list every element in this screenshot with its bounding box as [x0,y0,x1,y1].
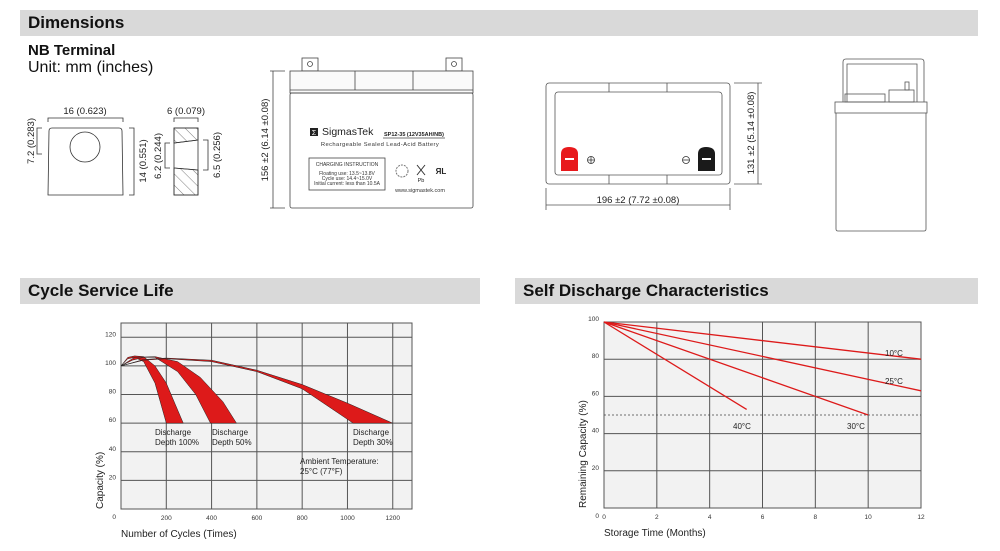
terminal-mark [702,158,711,160]
series-label: 40°C [733,422,751,431]
sigma-glyph: Σ [312,130,317,137]
y-axis-label: Remaining Capacity (%) [578,400,589,508]
series-label: Depth 30% [353,438,393,447]
battery-top-view [545,82,762,210]
y-tick-label: 60 [592,390,600,397]
plus-symbol-icon [587,156,595,164]
brand-logo-icon [310,128,318,136]
terminal-width-label: 16 (0.623) [63,106,106,117]
terminal-height-label: 14 (0.551) [138,139,149,182]
discharge-line [603,321,922,360]
annotation-text: Ambient Temperature: [300,457,379,466]
y-tick-label: 20 [592,465,600,472]
terminal-mark [565,158,574,160]
x-tick-label: 400 [206,515,217,522]
series-label: Discharge [212,428,249,437]
series-label: 10°C [885,349,903,358]
series-label: Depth 50% [212,438,252,447]
y-tick-label: 100 [105,360,116,367]
recycle-icon [395,164,409,178]
y-tick-label: 20 [109,474,117,481]
discharge-band [120,356,237,424]
cycle-service-life-chart: 200 400 600 800 1000 1200 0 20 40 60 80 100 120 Numbe… [95,322,413,540]
battery-side-view [834,58,928,232]
x-tick-label: 600 [251,515,262,522]
x-tick-label: 1200 [386,515,401,522]
minus-symbol-icon [682,156,690,164]
self-discharge-chart: 0 2 4 6 8 10 12 0 20 40 60 80 100 Storage Time (Month… [578,316,925,539]
charging-title: CHARGING INSTRUCTION [316,162,379,168]
dimension-drawings: 16 (0.623) 7.2 (0.283) 14 (0.551) 6 (0.0… [26,57,928,232]
y-tick-label: 100 [588,316,599,323]
series-label: Discharge [353,428,390,437]
section-header-cycle-life: Cycle Service Life [20,278,480,304]
discharge-band [120,357,393,424]
x-tick-label: 4 [708,514,712,521]
bin-icon [416,164,426,176]
y-tick-label: 80 [592,353,600,360]
battery-description: Rechargeable Sealed Lead-Acid Battery [321,142,439,148]
y-tick-label: 60 [109,417,117,424]
series-label: 25°C [885,377,903,386]
discharge-line [603,321,869,416]
charging-floating: Floating use: 13.5~13.8V [319,171,375,177]
terminal-thickness-label: 6 (0.079) [167,106,205,117]
website: www.sigmastek.com [394,188,445,194]
y-tick-label: 40 [109,446,117,453]
section-header-dimensions: Dimensions [20,10,978,36]
battery-width-label: 196 ±2 (7.72 ±0.08) [597,195,680,206]
x-tick-label: 800 [297,515,308,522]
x-tick-label: 0 [602,514,606,521]
y-tick-label: 40 [592,428,600,435]
section-title: Cycle Service Life [28,281,174,300]
x-tick-label: 6 [761,514,765,521]
section-title: Dimensions [28,13,125,32]
y-tick-label: 0 [112,514,116,521]
terminal-side-view [164,117,209,196]
x-tick-label: 1000 [340,515,355,522]
y-tick-label: 80 [109,389,117,396]
charging-current: Initial current: less than 10.5A [314,181,381,187]
ul-icon: ЯL [436,167,447,176]
section-title: Self Discharge Characteristics [523,281,769,300]
terminal-hole-offset-label: 7.2 (0.283) [26,118,37,164]
charging-cycle: Cycle use: 14.4~15.0V [322,176,373,182]
pb-label: Pb [418,178,425,184]
x-axis-label: Number of Cycles (Times) [121,529,237,540]
battery-height-label: 156 ±2 (6.14 ±0.08) [260,99,271,182]
terminal-title: NB Terminal [28,42,116,59]
discharge-line [603,321,922,392]
y-tick-label: 120 [105,331,116,338]
terminal-front-view [36,117,135,196]
x-tick-label: 8 [814,514,818,521]
terminal-slot-left-label: 6.2 (0.244) [153,133,164,179]
series-label: Depth 100% [155,438,199,447]
terminal-slot-right-label: 6.5 (0.256) [212,132,223,178]
battery-depth-label: 131 ±2 (5.14 ±0.08) [746,92,757,175]
brand-name: SigmasTek [322,126,374,138]
x-tick-label: 10 [865,514,873,521]
model-label: SP12-35 (12V35AH/NB) [384,132,444,138]
unit-label: Unit: mm (inches) [28,59,154,76]
y-axis-label: Capacity (%) [95,452,106,509]
discharge-line [603,321,747,410]
x-tick-label: 12 [917,514,925,521]
x-tick-label: 200 [161,515,172,522]
x-axis-label: Storage Time (Months) [604,528,706,539]
y-tick-label: 0 [595,513,599,520]
terminal-hole [69,131,101,163]
battery-front-view [270,57,474,209]
x-tick-label: 2 [655,514,659,521]
series-label: 30°C [847,422,865,431]
series-label: Discharge [155,428,192,437]
section-header-self-discharge: Self Discharge Characteristics [515,278,978,304]
annotation-text: 25°C (77°F) [300,467,343,476]
